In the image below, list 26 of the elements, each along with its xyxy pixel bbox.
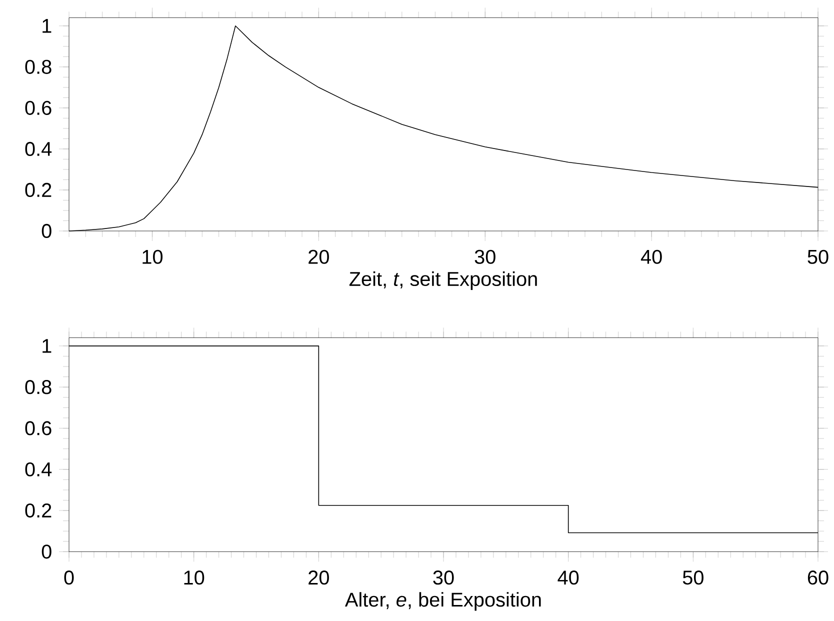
x-tick-label: 30 [474,250,496,264]
x-tick-label: 30 [433,570,454,585]
y-tick-label: 0.8 [25,60,52,74]
y-tick-label: 0.2 [25,503,52,518]
x-tick-label: 50 [808,250,828,264]
y-tick-label: 1 [42,19,52,33]
y-tick-label: 0 [42,224,52,238]
x-axis-title: Alter, e, bei Exposition [344,592,541,611]
x-axis-title: Zeit, t, seit Exposition [349,271,537,290]
x-tick-label: 40 [640,250,662,264]
x-tick-label: 60 [808,570,828,585]
y-tick-label: 0 [42,544,52,559]
x-tick-label: 20 [308,570,329,585]
x-tick-label: 0 [64,570,74,585]
y-tick-label: 1 [42,339,52,353]
x-tick-label: 10 [184,570,204,585]
y-tick-label: 0.6 [25,100,52,115]
x-tick-label: 20 [308,250,329,264]
y-tick-label: 0.6 [25,421,52,436]
x-tick-label: 40 [558,570,579,585]
y-tick-label: 0.4 [25,462,52,476]
y-tick-label: 0.2 [25,182,52,198]
y-tick-label: 0.8 [25,380,52,394]
x-tick-label: 50 [682,570,704,585]
x-tick-label: 10 [142,250,163,264]
y-tick-label: 0.4 [25,142,52,156]
